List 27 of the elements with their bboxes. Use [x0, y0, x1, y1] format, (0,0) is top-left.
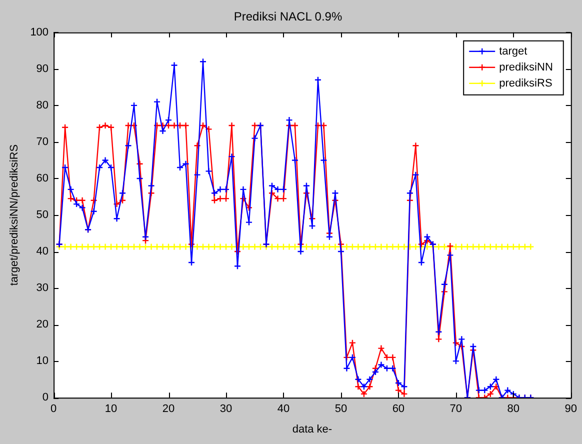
x-tick-label: 10 — [104, 403, 118, 416]
legend-label: target — [499, 45, 528, 58]
x-tick-label: 50 — [334, 403, 348, 416]
chart-title: Prediksi NACL 0.9% — [234, 10, 342, 24]
y-tick-label: 0 — [42, 392, 49, 404]
y-tick-label: 70 — [36, 136, 49, 148]
y-tick-label: 40 — [36, 246, 49, 258]
x-tick-label: 40 — [277, 403, 290, 416]
x-tick-label: 70 — [450, 403, 462, 416]
y-tick-label: 80 — [36, 99, 49, 112]
x-tick-label: 0 — [50, 403, 57, 416]
y-tick-label: 100 — [30, 26, 49, 38]
y-tick-label: 60 — [36, 172, 49, 185]
y-tick-label: 50 — [36, 209, 49, 222]
x-axis-title: data ke- — [292, 423, 332, 436]
legend-label: prediksiRS — [499, 77, 552, 90]
y-axis-title: target/prediksiNN/prediksiRS — [8, 144, 21, 286]
y-tick-label: 10 — [36, 355, 49, 368]
x-tick-label: 30 — [220, 403, 232, 416]
y-tick-label: 20 — [36, 318, 49, 331]
legend-label: prediksiNN — [499, 61, 553, 74]
x-tick-label: 20 — [162, 403, 175, 416]
x-tick-label: 90 — [564, 403, 578, 416]
y-tick-label: 90 — [36, 62, 49, 75]
x-tick-label: 60 — [392, 403, 405, 416]
x-tick-label: 80 — [507, 403, 520, 416]
y-tick-label: 30 — [36, 282, 49, 294]
